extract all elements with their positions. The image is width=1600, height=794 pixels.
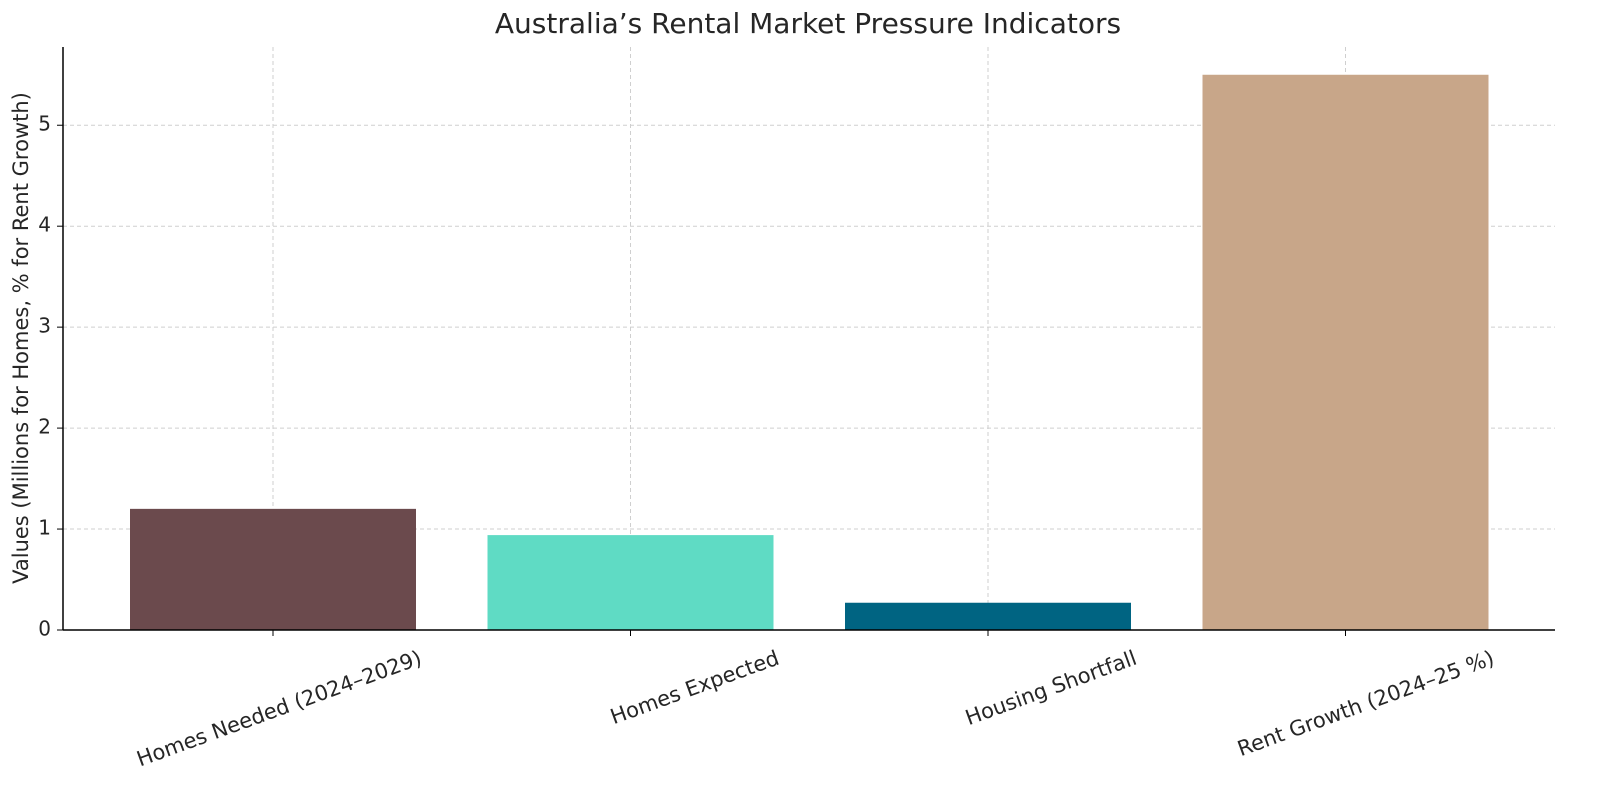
chart-title: Australia’s Rental Market Pressure Indic… [495, 7, 1121, 40]
bar [130, 508, 416, 630]
y-tick-label: 4 [38, 213, 51, 237]
x-tick-label: Housing Shortfall [962, 646, 1140, 730]
x-tick-label: Homes Needed (2024–2029) [134, 646, 425, 772]
x-tick-label: Homes Expected [607, 646, 782, 729]
y-axis-label: Values (Millions for Homes, % for Rent G… [9, 92, 33, 584]
y-tick-label: 1 [38, 516, 51, 540]
y-tick-label: 3 [38, 314, 51, 338]
y-tick-label: 0 [38, 617, 51, 641]
bar [1202, 74, 1489, 630]
x-tick-label: Rent Growth (2024–25 %) [1234, 646, 1497, 761]
y-tick-label: 2 [38, 415, 51, 439]
bar [487, 535, 774, 630]
bar [845, 602, 1131, 630]
y-tick-label: 5 [38, 112, 51, 136]
